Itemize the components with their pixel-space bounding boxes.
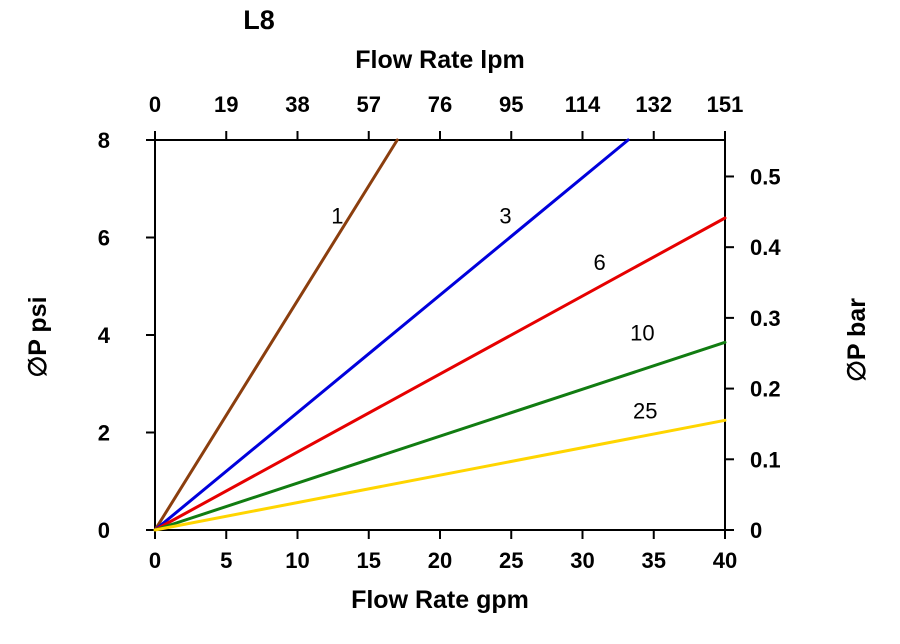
top-axis-tick-label: 76 [428,92,452,117]
left-axis-tick-label: 0 [98,518,110,543]
bottom-axis-tick-label: 10 [285,548,309,573]
top-axis-tick-label: 57 [357,92,381,117]
top-axis-tick-label: 0 [149,92,161,117]
series-line-3 [153,138,630,532]
right-axis-tick-label: 0.3 [750,306,781,331]
series-label-3: 3 [499,204,511,229]
top-axis-title: Flow Rate lpm [355,46,525,74]
top-axis-tick-label: 19 [214,92,238,117]
left-axis-tick-label: 4 [98,323,111,348]
series-line-6 [153,216,727,532]
bottom-axis-tick-label: 0 [149,548,161,573]
top-axis-tick-label: 151 [707,92,744,117]
left-axis-tick-label: 6 [98,226,110,251]
right-axis-title: ∅P bar [843,298,871,382]
series-label-6: 6 [593,250,605,275]
bottom-axis-tick-label: 25 [499,548,523,573]
bottom-axis-tick-label: 15 [357,548,381,573]
right-axis-tick-label: 0 [750,518,762,543]
bottom-axis-tick-label: 30 [570,548,594,573]
left-axis-title: ∅P psi [24,296,52,378]
right-axis-tick-label: 0.1 [750,447,781,472]
top-axis-tick-label: 114 [565,92,601,117]
left-axis-tick-label: 8 [98,128,110,153]
right-axis-tick-label: 0.4 [750,235,781,260]
series-line-25 [153,418,727,532]
series-label-10: 10 [630,321,654,346]
series-line-1 [153,138,399,532]
bottom-axis-tick-label: 35 [642,548,666,573]
top-axis-tick-label: 132 [635,92,672,117]
chart-title: L8 [243,5,275,35]
series-label-25: 25 [633,399,657,424]
series-label-1: 1 [331,204,343,229]
left-axis-tick-label: 2 [98,421,110,446]
bottom-axis-tick-label: 20 [428,548,452,573]
right-axis-tick-label: 0.2 [750,377,781,402]
top-axis-tick-label: 95 [499,92,523,117]
bottom-axis-title: Flow Rate gpm [351,586,529,614]
series-line-10 [153,340,727,532]
top-axis-tick-label: 38 [285,92,309,117]
bottom-axis-tick-label: 5 [220,548,232,573]
right-axis-tick-label: 0.5 [750,164,781,189]
bottom-axis-tick-label: 40 [713,548,737,573]
